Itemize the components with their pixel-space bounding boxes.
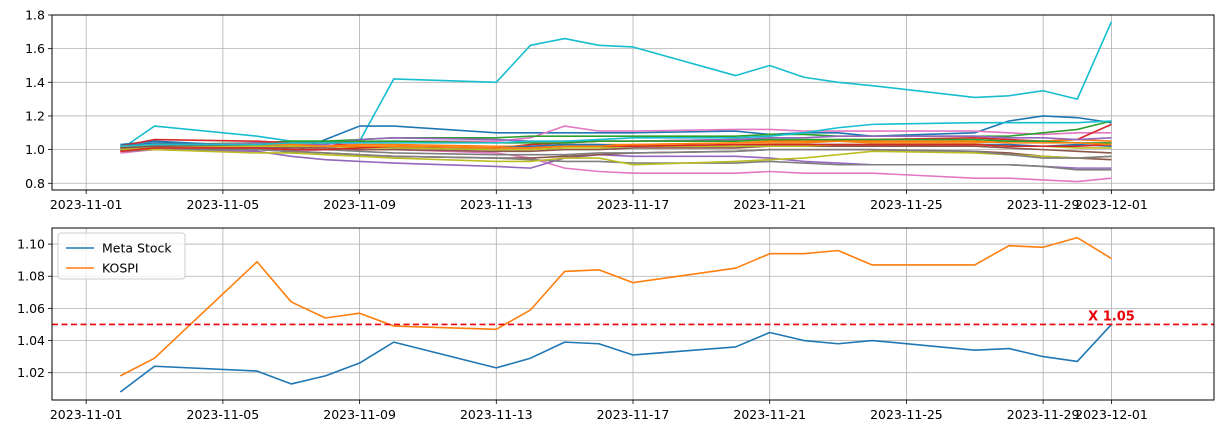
y-tick-label: 0.8: [25, 176, 45, 191]
y-tick-label: 1.0: [25, 142, 45, 157]
x-tick-label: 2023-11-17: [597, 197, 670, 212]
series-line-2: [120, 148, 1112, 183]
bottom-chart-panel: 1.02 1.04 1.06 1.08 1.10 2023-11-01 2023-11-05…: [17, 227, 1215, 422]
y-tick-label: 1.6: [25, 41, 45, 56]
x-tick-label: 2023-11-29: [1007, 197, 1080, 212]
x-tick-label: 2023-11-09: [323, 197, 396, 212]
axes-frame: [51, 227, 1215, 401]
y-tick-label: 1.06: [17, 301, 45, 316]
series-line-9: [120, 148, 1112, 166]
series-line-8: [120, 148, 1112, 171]
x-tick-label: 2023-11-17: [597, 407, 670, 422]
x-tick-label: 2023-11-05: [187, 197, 260, 212]
x-tick-label: 2023-11-21: [733, 407, 806, 422]
series-line-18: [120, 140, 1112, 149]
y-tick-label: 1.08: [17, 269, 45, 284]
x-tick-label: 2023-11-13: [460, 407, 533, 422]
reference-line-label: X 1.05: [1088, 309, 1135, 324]
x-tick-label: 2023-12-01: [1075, 407, 1148, 422]
legend-label: Meta Stock: [102, 241, 172, 256]
x-tick-label: 2023-11-13: [460, 197, 533, 212]
y-tick-label: 1.4: [25, 75, 45, 90]
series-line-meta-stock: [119, 323, 1113, 393]
x-tick-label: 2023-11-01: [50, 407, 123, 422]
series-line-14: [120, 145, 1112, 154]
x-tick-label: 2023-11-21: [733, 197, 806, 212]
x-tick-label: 2023-11-09: [323, 407, 396, 422]
x-tick-label: 2023-11-25: [870, 407, 943, 422]
series-line-3: [120, 125, 1112, 151]
plot-area: [52, 236, 1214, 393]
x-tick-label: 2023-11-25: [870, 197, 943, 212]
y-tick-label: 1.04: [17, 333, 45, 348]
y-tick-label: 1.02: [17, 365, 45, 380]
series-line-4: [120, 120, 1112, 149]
top-chart-panel: 0.8 1.0 1.2 1.4 1.6 1.8 2023-11-01 2023-11-05 20…: [25, 8, 1215, 212]
plot-area: [119, 21, 1113, 183]
x-tick-label: 2023-11-01: [50, 197, 123, 212]
y-tick-label: 1.8: [25, 8, 45, 23]
x-tick-label: 2023-12-01: [1075, 197, 1148, 212]
series-line-19: [120, 120, 1112, 148]
y-tick-label: 1.10: [17, 237, 45, 252]
legend: Meta Stock KOSPI: [57, 232, 186, 280]
legend-label: KOSPI: [102, 261, 139, 276]
x-tick-label: 2023-11-05: [187, 407, 260, 422]
axes-frame: [51, 14, 1215, 191]
series-line-kospi: [119, 236, 1112, 377]
x-tick-label: 2023-11-29: [1007, 407, 1080, 422]
series-line-17: [120, 143, 1112, 153]
y-tick-label: 1.2: [25, 108, 45, 123]
